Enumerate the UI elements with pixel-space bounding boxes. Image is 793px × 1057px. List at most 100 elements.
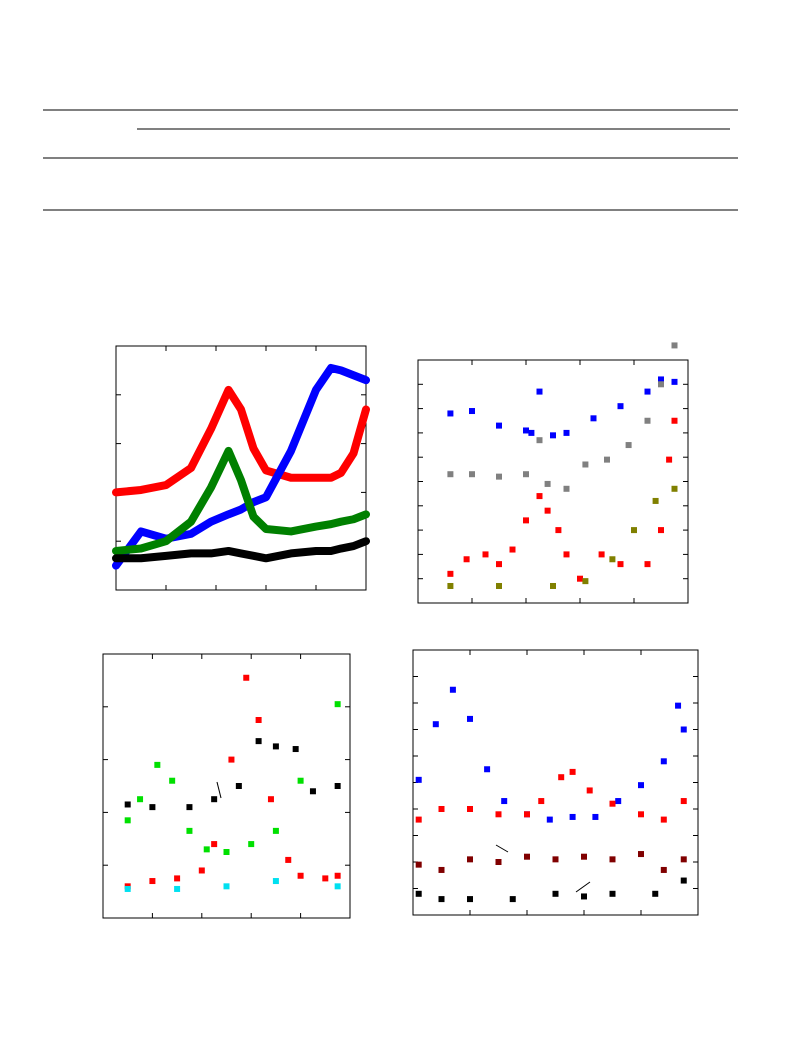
data-point: [625, 442, 632, 449]
data-point: [272, 827, 279, 834]
data-point: [495, 859, 502, 865]
data-point: [577, 575, 583, 582]
data-point: [272, 878, 279, 885]
data-point: [137, 796, 144, 803]
data-point: [248, 841, 255, 848]
data-point: [658, 376, 664, 383]
data-point: [211, 796, 218, 803]
data-point: [644, 561, 651, 568]
data-point: [581, 893, 587, 900]
data-point: [638, 782, 644, 789]
data-point: [297, 777, 304, 784]
data-point: [617, 403, 624, 410]
data-point: [609, 856, 616, 863]
data-point: [469, 471, 475, 478]
data-point: [255, 738, 262, 745]
data-point: [447, 570, 454, 577]
data-point: [467, 806, 473, 812]
data-point: [536, 388, 543, 395]
data-point: [309, 788, 316, 795]
data-line: [112, 446, 370, 555]
data-point: [447, 410, 454, 417]
data-point: [563, 429, 570, 436]
data-point: [449, 686, 456, 693]
data-point: [438, 806, 445, 812]
data-point: [496, 473, 502, 480]
data-point: [501, 798, 508, 805]
data-point: [631, 527, 637, 534]
data-point: [447, 471, 454, 478]
data-point: [484, 766, 491, 773]
data-point: [680, 798, 687, 805]
data-point: [523, 517, 529, 524]
data-point: [604, 456, 610, 463]
data-point: [415, 890, 422, 897]
data-point: [609, 800, 616, 807]
data-point: [482, 551, 489, 558]
data-point: [524, 853, 530, 860]
data-point: [496, 582, 502, 589]
data-point: [660, 866, 667, 873]
data-point: [467, 715, 473, 722]
data-point: [415, 816, 422, 823]
data-point: [544, 507, 551, 514]
data-point: [509, 896, 516, 903]
annotation-arrow: [495, 844, 509, 853]
data-point: [660, 816, 667, 823]
data-line: [112, 363, 370, 570]
data-point: [644, 388, 651, 395]
data-point: [211, 841, 218, 848]
data-point: [523, 471, 529, 478]
annotation-arrow: [216, 781, 222, 799]
data-point: [496, 422, 502, 429]
data-point: [495, 811, 502, 818]
data-point: [272, 743, 279, 750]
data-point: [467, 896, 473, 903]
data-point: [267, 796, 274, 803]
data-point: [550, 582, 556, 589]
data-point: [523, 427, 529, 434]
data-point: [415, 776, 422, 783]
data-point: [544, 480, 551, 487]
data-point: [592, 813, 599, 820]
data-point: [552, 890, 559, 897]
data-point: [675, 702, 682, 709]
data-point: [538, 798, 545, 805]
data-point: [680, 877, 687, 884]
data-point: [598, 551, 605, 558]
data-point: [582, 461, 589, 468]
data-point: [524, 811, 530, 818]
data-point: [660, 758, 667, 765]
data-point: [124, 801, 131, 808]
data-point: [536, 493, 543, 500]
data-point: [228, 756, 235, 763]
data-point: [243, 674, 250, 681]
data-point: [552, 856, 559, 863]
data-point: [590, 415, 597, 422]
data-point: [149, 878, 156, 885]
data-point: [546, 816, 553, 823]
data-point: [334, 872, 341, 879]
data-point: [658, 381, 664, 388]
data-point: [615, 798, 622, 805]
data-point: [496, 561, 502, 568]
data-point: [334, 783, 341, 789]
data-point: [203, 846, 210, 853]
data-point: [509, 546, 516, 553]
data-point: [609, 890, 616, 897]
data-point: [558, 774, 565, 781]
data-point: [569, 813, 576, 820]
data-point: [671, 342, 678, 349]
data-point: [563, 485, 570, 492]
data-point: [528, 429, 535, 436]
data-point: [563, 551, 570, 558]
data-point: [671, 417, 678, 424]
data-point: [124, 885, 131, 892]
data-point: [680, 856, 687, 863]
data-point: [467, 856, 473, 863]
data-point: [671, 485, 678, 492]
data-point: [334, 883, 341, 890]
data-point: [186, 827, 193, 834]
